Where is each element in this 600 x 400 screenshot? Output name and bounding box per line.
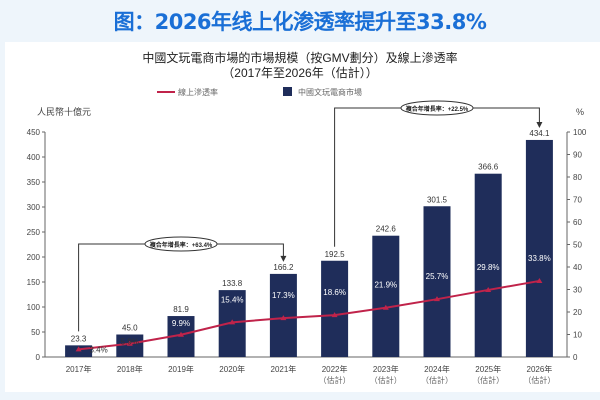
- right-tick-label: 80: [573, 173, 582, 182]
- line-label: 3.4%: [89, 345, 107, 354]
- x-tick-label: 2026年: [527, 364, 553, 374]
- right-tick-label: 50: [573, 241, 582, 250]
- x-tick-label: 2023年: [373, 364, 399, 374]
- x-tick-sublabel: （估計）: [319, 375, 351, 385]
- line-point: [280, 315, 287, 321]
- left-tick-label: 350: [27, 178, 41, 187]
- chart-subtitle: （2017年至2026年（估計））: [222, 65, 377, 80]
- left-tick-label: 150: [27, 278, 41, 287]
- right-tick-label: 60: [573, 218, 582, 227]
- arrow-icon: [280, 255, 287, 262]
- line-point: [382, 304, 389, 310]
- left-tick-label: 50: [31, 328, 40, 337]
- x-tick-sublabel: （估計）: [421, 375, 453, 385]
- right-tick-label: 10: [573, 331, 582, 340]
- left-axis-label: 人民幣十億元: [37, 106, 91, 117]
- bar-label: 166.2: [273, 263, 294, 272]
- line-point: [331, 312, 338, 318]
- bar-label: 366.6: [478, 163, 499, 172]
- x-tick-sublabel: （估計）: [472, 375, 504, 385]
- left-tick-label: 100: [27, 303, 41, 312]
- bar-label: 242.6: [376, 225, 397, 234]
- legend-label-penetration: 線上滲透率: [178, 87, 218, 97]
- line-point: [126, 340, 133, 346]
- line-point: [434, 296, 440, 302]
- line-label: 17.3%: [272, 291, 295, 300]
- x-tick-label: 2018年: [117, 364, 143, 374]
- bar-label: 301.5: [427, 195, 448, 204]
- line-point: [178, 331, 184, 337]
- left-tick-label: 450: [27, 128, 41, 137]
- bar-label: 133.8: [222, 279, 243, 288]
- legend-label-market: 中國文玩電商市場: [298, 87, 362, 97]
- penetration-line: [78, 279, 540, 351]
- right-axis-label: %: [576, 107, 584, 117]
- line-point: [536, 277, 543, 283]
- legend: 線上滲透率 中國文玩電商市場: [157, 87, 362, 97]
- left-tick-label: 300: [27, 203, 41, 212]
- headline: 图：2026年线上化渗透率提升至33.8%: [113, 10, 487, 34]
- line-point: [229, 319, 236, 325]
- bar-label: 434.1: [529, 129, 550, 138]
- line-label: 21.9%: [374, 281, 397, 290]
- right-tick-label: 30: [573, 286, 582, 295]
- left-tick-label: 200: [27, 253, 41, 262]
- right-tick-label: 70: [573, 196, 582, 205]
- line-label: 15.4%: [221, 295, 244, 304]
- x-tick-sublabel: （估計）: [523, 375, 555, 385]
- chart-title: 中國文玩電商市場的市場規模（按GMV劃分）及線上滲透率: [142, 50, 457, 65]
- cagr-badge: [400, 100, 474, 116]
- right-tick-label: 20: [573, 308, 582, 317]
- bar: [474, 173, 502, 357]
- x-tick-label: 2024年: [424, 364, 450, 374]
- x-tick-label: 2020年: [219, 364, 245, 374]
- line-label: 9.9%: [172, 319, 190, 328]
- cagr-badge: [144, 236, 218, 252]
- line-label: 33.8%: [528, 254, 551, 263]
- line-label: 29.8%: [477, 263, 500, 272]
- x-tick-label: 2019年: [168, 364, 194, 374]
- right-tick-label: 0: [573, 353, 578, 362]
- legend-bar-marker: [283, 87, 292, 96]
- arrow-icon: [536, 121, 543, 128]
- x-tick-sublabel: （估計）: [370, 375, 402, 385]
- bar: [525, 139, 553, 357]
- x-tick-label: 2017年: [66, 364, 92, 374]
- line-label: 25.7%: [426, 272, 449, 281]
- bar: [372, 235, 400, 357]
- bar-label: 23.3: [71, 334, 87, 343]
- bar: [321, 260, 349, 357]
- right-tick-label: 40: [573, 263, 582, 272]
- left-tick-label: 400: [27, 153, 41, 162]
- right-tick-label: 90: [573, 151, 582, 160]
- cagr-label: 複合年增長率：+22.5%: [405, 105, 469, 113]
- x-tick-label: 2021年: [271, 364, 297, 374]
- bar: [116, 334, 144, 357]
- right-tick-label: 100: [573, 128, 587, 137]
- line-point: [485, 286, 492, 292]
- bar-label: 45.0: [122, 324, 138, 333]
- cagr-label: 複合年增長率：+63.4%: [149, 241, 213, 249]
- x-tick-label: 2025年: [475, 364, 501, 374]
- line-point: [75, 346, 82, 352]
- line-label: 18.6%: [323, 288, 346, 297]
- bar-label: 81.9: [173, 305, 189, 314]
- bar: [423, 206, 451, 357]
- x-tick-label: 2022年: [322, 364, 348, 374]
- left-tick-label: 250: [27, 228, 41, 237]
- left-tick-label: 0: [36, 353, 41, 362]
- line-label: 5.9%: [121, 338, 139, 347]
- bar-label: 192.5: [325, 250, 346, 259]
